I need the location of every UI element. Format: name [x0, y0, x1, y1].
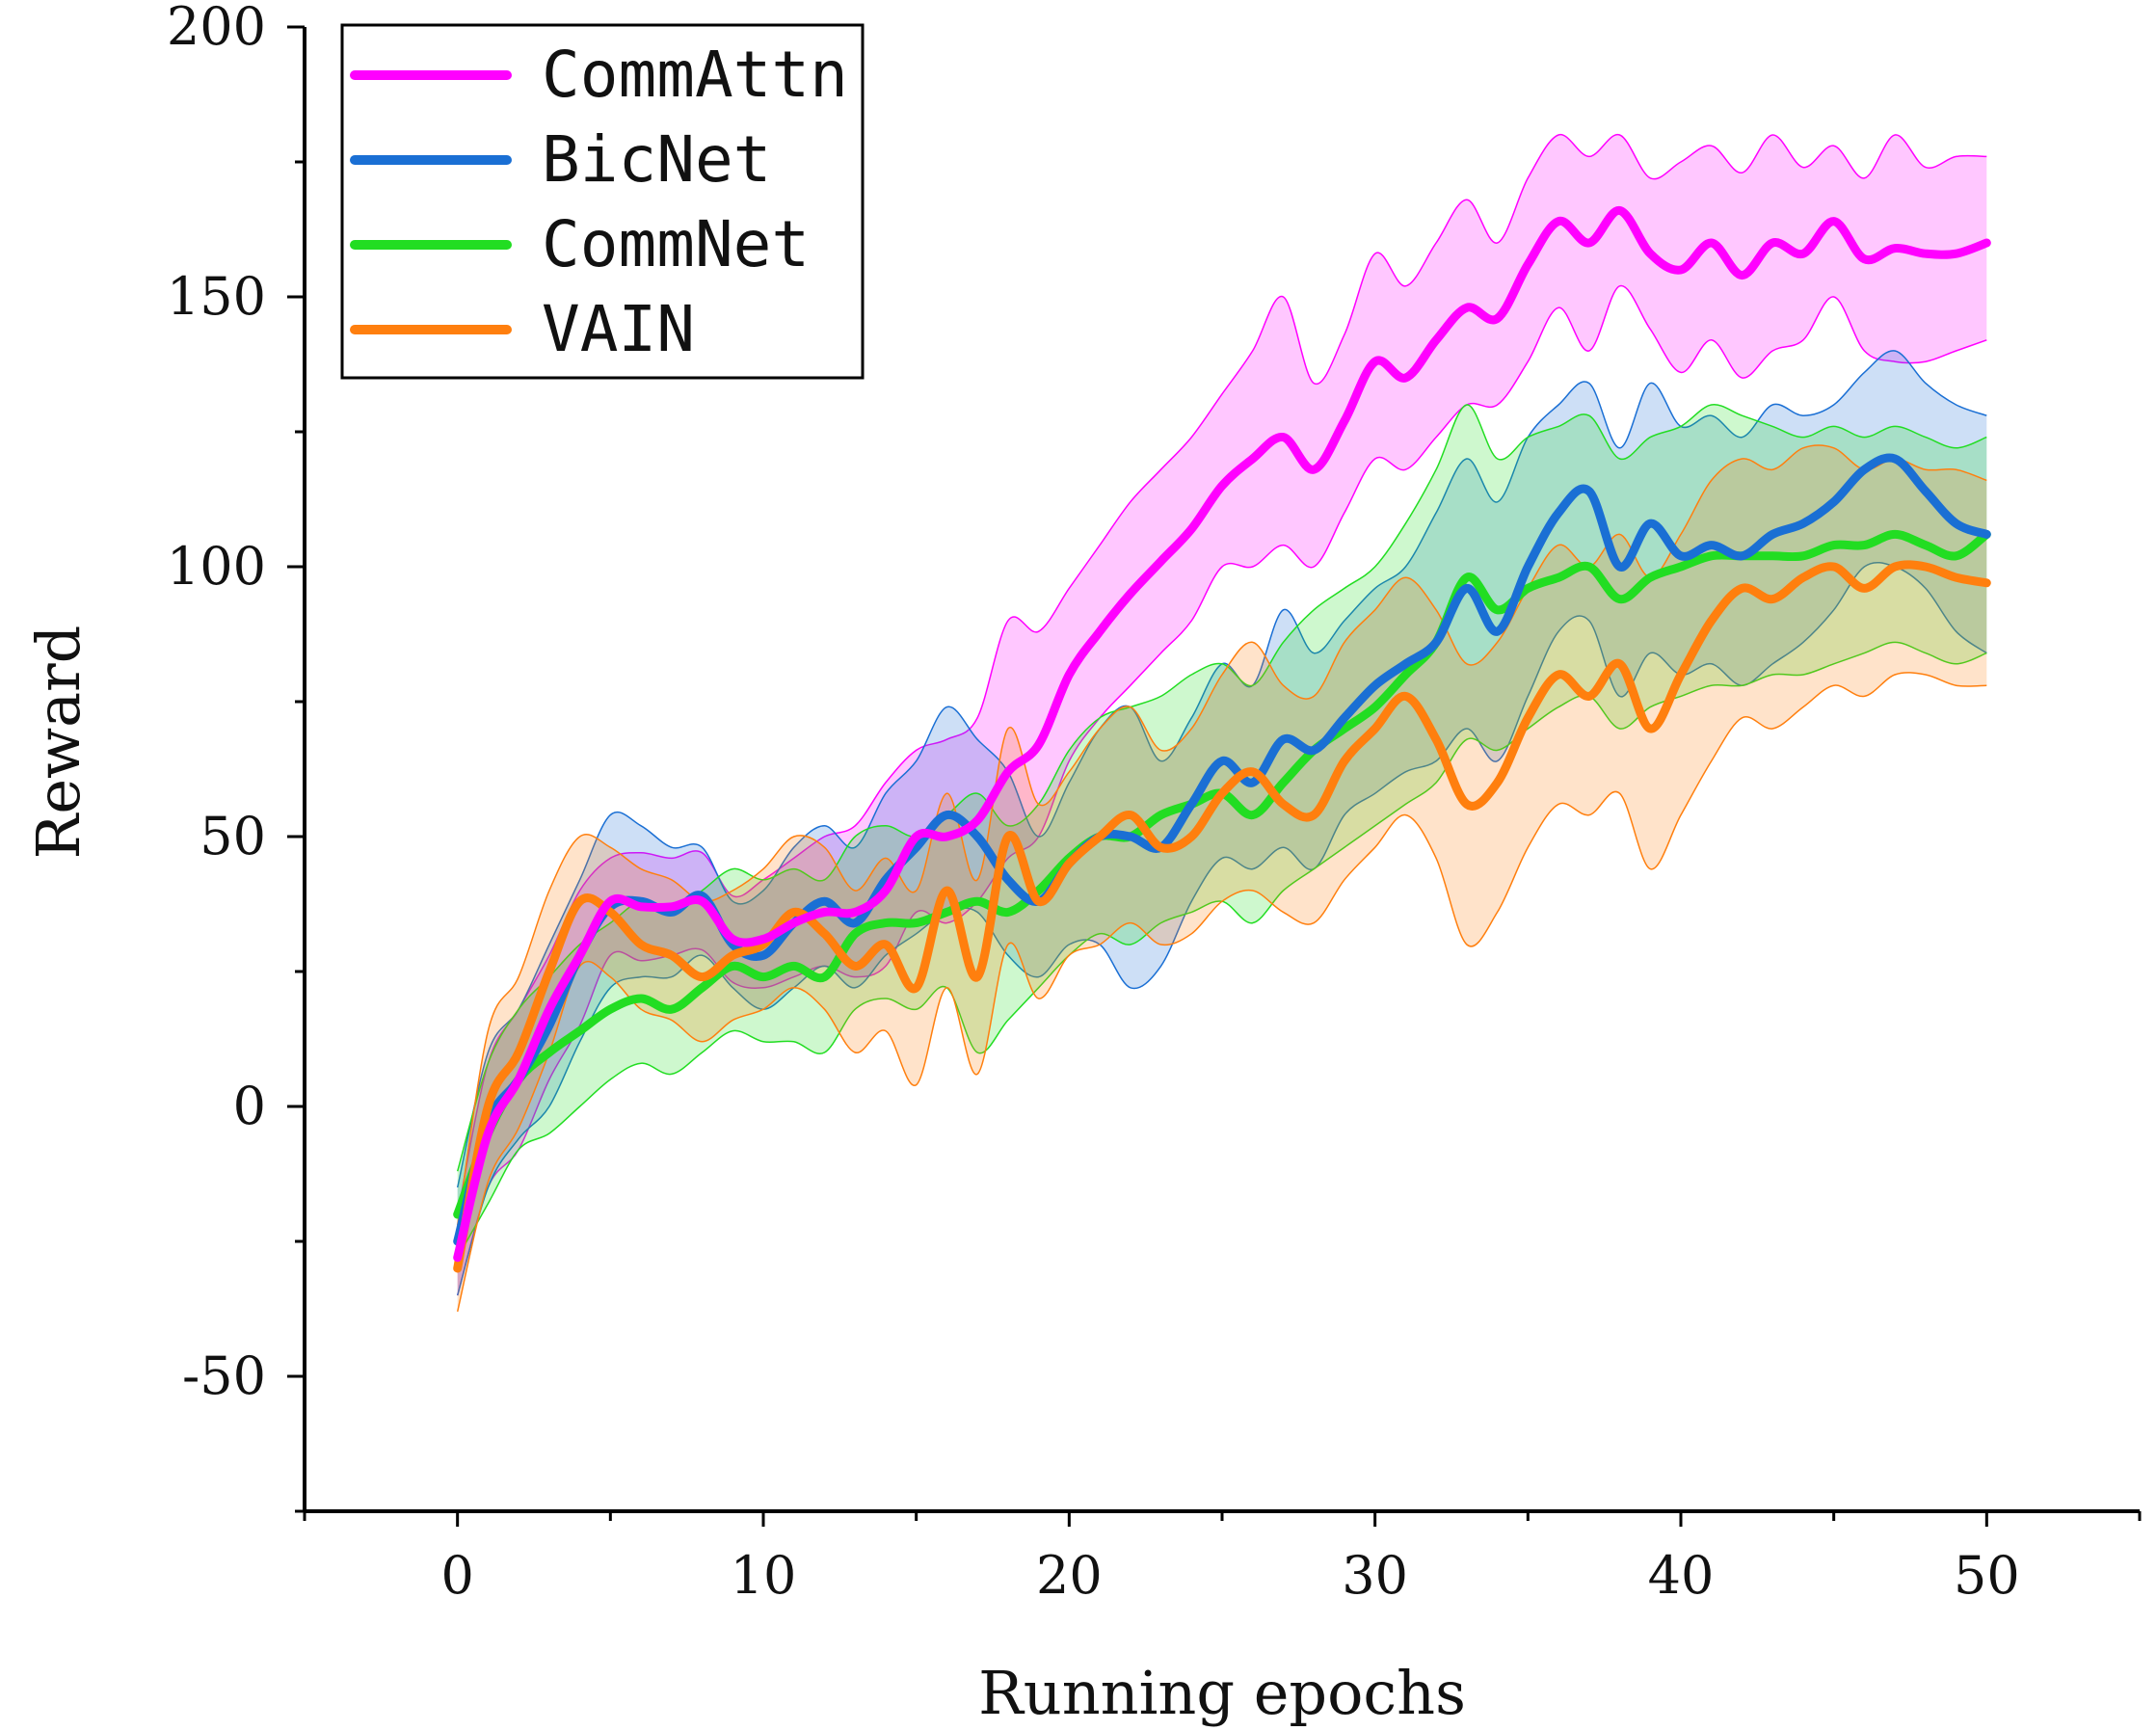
vain-band-lower — [456, 672, 1987, 1312]
bicnet-band-upper — [456, 350, 1987, 1188]
legend-items: CommAttn BicNet CommNet VAIN — [350, 38, 848, 366]
y-axis-title: Reward — [23, 626, 93, 860]
vain-line — [453, 560, 1991, 1273]
x-tick-label: 20 — [1036, 1545, 1103, 1606]
commnet-band-lower — [457, 641, 1987, 1259]
x-axis-title: Running epochs — [978, 1658, 1466, 1728]
x-tick-label: 10 — [731, 1545, 797, 1606]
commattn-legend-label: CommAttn — [542, 38, 848, 112]
bicnet-legend-label: BicNet — [542, 122, 771, 197]
x-ticks: 0 10 20 30 40 50 — [303, 1511, 2142, 1606]
vain-band — [457, 445, 1987, 1312]
y-tick-label: 200 — [167, 0, 266, 57]
y-tick-label: -50 — [182, 1345, 266, 1406]
commattn-band-lower — [456, 285, 1987, 1296]
x-tick-label: 30 — [1342, 1545, 1408, 1606]
commattn-band-upper — [456, 134, 1987, 1215]
legend-box — [340, 23, 865, 380]
y-tick-label: 50 — [200, 806, 266, 866]
y-tick-label: 0 — [233, 1076, 266, 1136]
y-tick-label: 100 — [167, 536, 266, 597]
legend: CommAttn BicNet CommNet VAIN — [340, 23, 865, 380]
bicnet-band-lower — [456, 561, 1987, 1296]
x-tick-label: 40 — [1648, 1545, 1715, 1606]
commattn-line — [453, 205, 1991, 1263]
x-tick-label: 0 — [440, 1545, 473, 1606]
y-tick-label: 150 — [167, 266, 266, 327]
series-lines — [453, 205, 1991, 1273]
y-ticks: -50 0 50 100 150 200 — [167, 0, 305, 1513]
x-tick-label: 50 — [1954, 1545, 2020, 1606]
commnet-legend-label: CommNet — [542, 207, 810, 281]
commnet-band-upper — [456, 404, 1987, 1172]
vain-legend-label: VAIN — [542, 292, 695, 366]
commnet-band — [457, 404, 1987, 1258]
commattn-band — [457, 134, 1987, 1295]
bicnet-line — [453, 453, 1991, 1246]
